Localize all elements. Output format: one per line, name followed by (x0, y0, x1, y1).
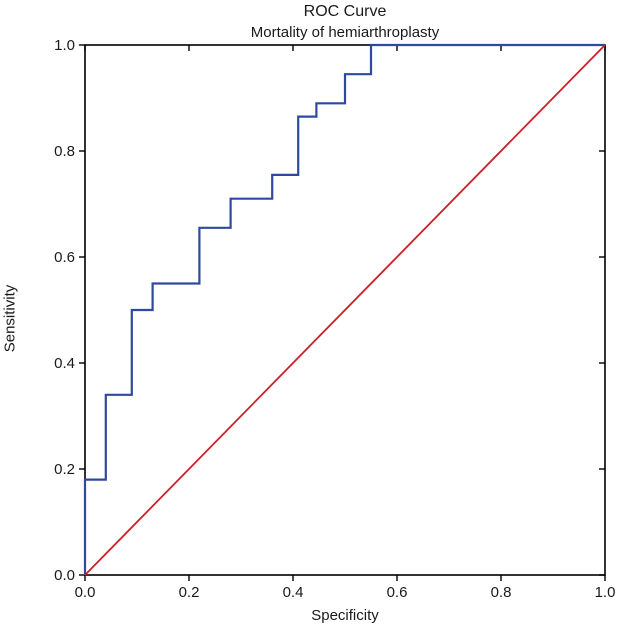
x-tick-label: 0.2 (179, 584, 200, 601)
y-tick-label: 0.8 (54, 143, 75, 160)
roc-curve-line (83, 43, 605, 575)
plot-frame (84, 44, 606, 576)
x-tick-label: 0.8 (491, 584, 512, 601)
x-tick-label: 0.4 (283, 584, 304, 601)
y-tick-label: 0.2 (54, 461, 75, 478)
y-axis-label: Sensitivity (1, 284, 19, 353)
x-axis-label: Specificity (311, 607, 379, 624)
reference-diagonal-line (84, 44, 606, 576)
y-tick-label: 0.0 (54, 567, 75, 584)
x-tick-label: 0.0 (75, 584, 96, 601)
chart-subtitle: Mortality of hemiarthroplasty (250, 24, 440, 41)
y-tick-label: 0.6 (54, 249, 75, 266)
y-tick-label: 0.4 (54, 355, 75, 372)
chart-title: ROC Curve (303, 3, 387, 20)
y-tick-label: 1.0 (54, 37, 75, 54)
x-tick-label: 1.0 (595, 584, 616, 601)
x-tick-label: 0.6 (387, 584, 408, 601)
